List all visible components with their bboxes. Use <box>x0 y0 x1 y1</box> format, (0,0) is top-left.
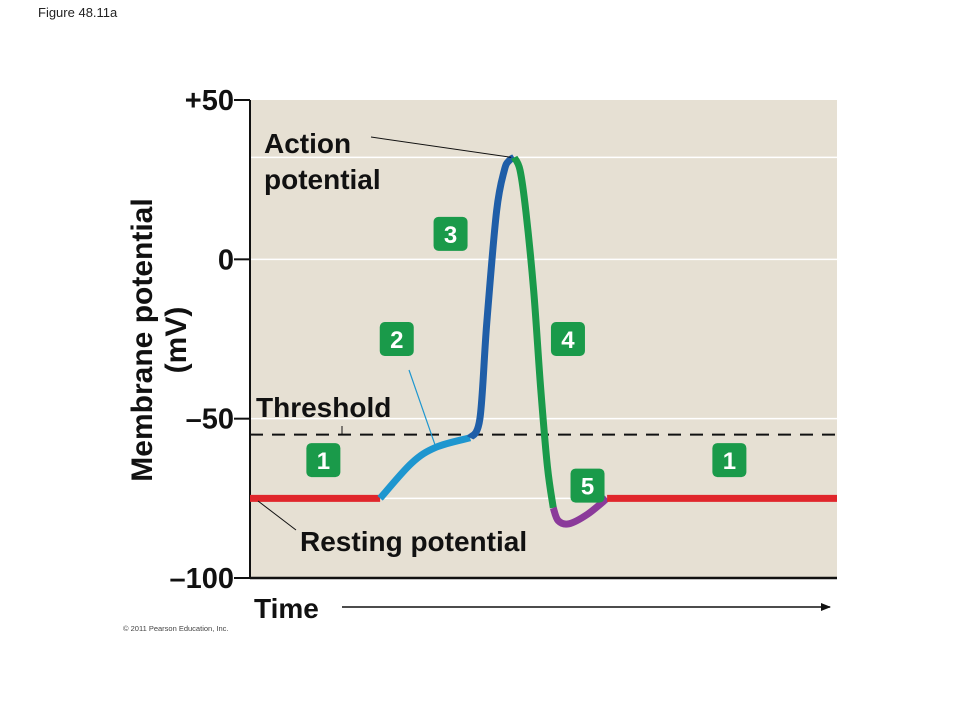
phase-marker-1: 1 <box>712 443 747 478</box>
figure-label: Figure 48.11a <box>38 5 118 20</box>
y-tick-label: 0 <box>218 244 234 276</box>
threshold-label: Threshold <box>256 392 391 423</box>
resting-potential-label: Resting potential <box>300 526 527 557</box>
phase-marker-badge <box>570 468 605 503</box>
y-axis-label-line1: Membrane potential <box>126 198 159 481</box>
curve-phase-3 <box>467 154 517 440</box>
annotations: Action potential Threshold Resting poten… <box>256 128 527 557</box>
y-tick-label: –100 <box>169 563 234 595</box>
action-potential-label-line2: potential <box>264 164 381 195</box>
resting-potential-leader-line <box>257 500 297 531</box>
phase-marker-badge <box>379 322 414 356</box>
phase-marker-badge <box>306 443 341 478</box>
phase-marker-badge <box>550 322 585 356</box>
curve-phase-4 <box>510 155 557 509</box>
phase-2-leader-line <box>408 369 437 448</box>
phase-marker-badge <box>712 443 747 478</box>
x-axis-label: Time <box>254 593 319 624</box>
y-ticks: +50 0 –50 –100 <box>169 85 250 595</box>
membrane-potential-curve <box>250 154 837 528</box>
phase-marker-1: 1 <box>306 443 341 478</box>
y-axis-label-line2: (mV) <box>160 307 193 374</box>
curve-phase-5 <box>549 495 610 528</box>
curve-phase-2 <box>377 434 472 501</box>
phase-marker-badge <box>433 216 468 251</box>
action-potential-label-line1: Action <box>264 128 351 159</box>
phase-marker-label: 2 <box>390 327 403 354</box>
phase-marker-3: 3 <box>433 216 468 251</box>
phase-markers: 1 2 3 4 5 1 <box>306 216 747 503</box>
copyright-credit: © 2011 Pearson Education, Inc. <box>123 624 229 633</box>
y-axis-label: Membrane potential (mV) <box>126 198 193 481</box>
phase-marker-label: 1 <box>317 448 330 475</box>
phase-marker-label: 5 <box>581 474 594 501</box>
phase-marker-2: 2 <box>379 322 414 356</box>
y-tick-label: +50 <box>185 85 234 117</box>
action-potential-leader-line <box>370 136 512 158</box>
phase-marker-label: 1 <box>723 448 736 475</box>
phase-marker-5: 5 <box>570 468 605 503</box>
phase-marker-4: 4 <box>550 322 585 356</box>
phase-marker-label: 3 <box>444 222 457 249</box>
y-tick-label: –50 <box>186 404 234 436</box>
phase-marker-label: 4 <box>561 327 575 354</box>
